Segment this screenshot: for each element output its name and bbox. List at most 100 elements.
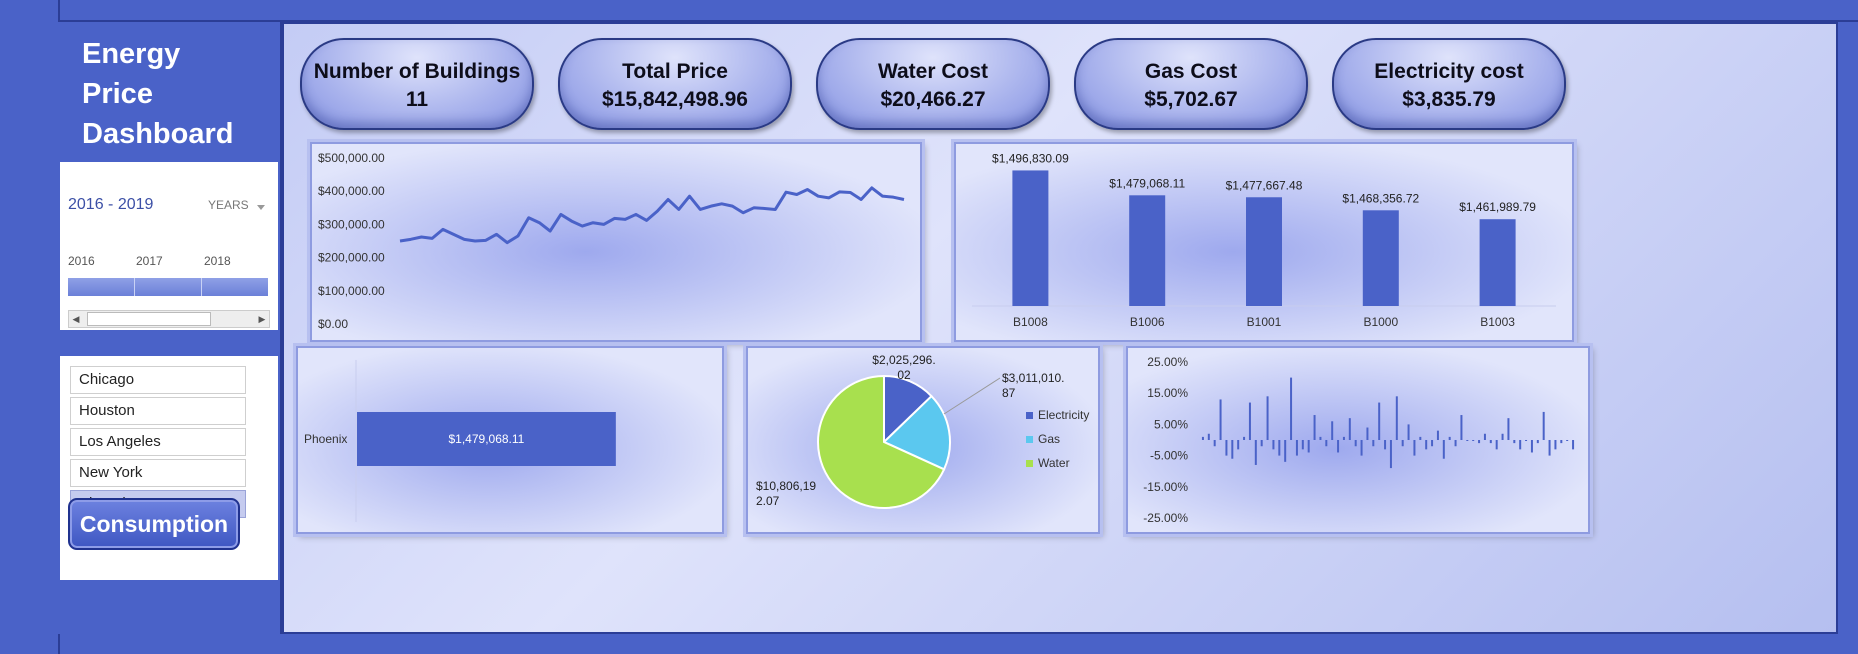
scroll-right-icon[interactable]: ▶ <box>258 314 266 324</box>
kpi-gas-cost: Gas Cost $5,702.67 <box>1074 38 1308 130</box>
price-trend-line-chart: $500,000.00 $400,000.00 $300,000.00 $200,00… <box>318 151 905 331</box>
price-trend-panel: $500,000.00 $400,000.00 $300,000.00 $200,00… <box>310 142 922 342</box>
pct-bar <box>1525 440 1528 441</box>
kpi-label: Water Cost <box>877 60 989 83</box>
bar-data-label: $1,496,830.09 <box>992 151 1069 165</box>
pie-slice-water <box>817 374 946 509</box>
x-tick-label: B1006 <box>1130 315 1165 329</box>
pct-bar <box>1483 433 1486 440</box>
y-tick-label: 15.00% <box>1147 386 1188 400</box>
pct-bar <box>1337 440 1340 453</box>
x-tick-label: B1000 <box>1363 315 1398 329</box>
pct-bar <box>1389 440 1392 469</box>
pct-bar <box>1419 436 1422 440</box>
cost-breakdown-pie-chart: $2,025,296.02 $3,011,010.87 $10,806,192.07… <box>756 353 1089 509</box>
pct-bar <box>1401 440 1404 447</box>
pct-bar <box>1342 436 1345 440</box>
timeline-slicer[interactable]: 2016 - 2019 YEARS 2016 2017 2018 ◀ ▶ <box>60 162 278 330</box>
pct-bar <box>1237 440 1240 450</box>
legend-swatch <box>1026 460 1033 467</box>
bar-b1001 <box>1246 197 1282 306</box>
pct-bar <box>1384 440 1387 450</box>
pct-bar <box>1301 440 1304 450</box>
pct-bar <box>1260 440 1263 447</box>
pct-bar <box>1243 436 1246 440</box>
pct-bar <box>1554 440 1557 450</box>
y-tick-label: $400,000.00 <box>318 184 385 198</box>
x-tick-label: B1008 <box>1013 315 1048 329</box>
timeline-period-dropdown[interactable]: YEARS <box>208 198 249 212</box>
legend-label: Water <box>1038 456 1070 470</box>
pct-bar <box>1272 440 1275 450</box>
pct-bar <box>1436 430 1439 440</box>
title-line-1: Energy <box>82 38 181 70</box>
chevron-down-icon[interactable] <box>257 205 265 210</box>
pct-bar <box>1266 396 1269 440</box>
bar-data-label: $1,477,667.48 <box>1226 178 1303 192</box>
y-tick-label: 5.00% <box>1154 417 1188 431</box>
y-tick-label: 25.00% <box>1147 355 1188 369</box>
pct-bar <box>1495 440 1498 450</box>
pct-bar <box>1454 440 1457 447</box>
pct-bar <box>1478 440 1481 444</box>
pct-bar <box>1231 440 1234 459</box>
pct-bar <box>1413 440 1416 456</box>
pct-bar <box>1372 440 1375 447</box>
bar-data-label: $1,461,989.79 <box>1459 200 1536 214</box>
city-item-houston[interactable]: Houston <box>70 397 246 425</box>
timeline-tick: 2018 <box>204 254 231 268</box>
timeline-scrollbar[interactable]: ◀ ▶ <box>68 310 270 328</box>
title-line-2: Price <box>82 78 153 110</box>
city-cost-panel: $1,479,068.11 Phoenix <box>296 346 724 534</box>
pct-bar <box>1325 440 1328 447</box>
pct-bar <box>1284 440 1287 462</box>
city-item-los-angeles[interactable]: Los Angeles <box>70 428 246 456</box>
pct-bar <box>1530 440 1533 453</box>
kpi-total-price: Total Price $15,842,498.96 <box>558 38 792 130</box>
bar-b1003 <box>1479 219 1516 306</box>
timeline-selection-bar[interactable] <box>68 278 268 296</box>
city-item-new-york[interactable]: New York <box>70 459 246 487</box>
timeline-tick: 2016 <box>68 254 95 268</box>
pct-bar <box>1278 440 1281 456</box>
kpi-electricity-cost: Electricity cost $3,835.79 <box>1332 38 1566 130</box>
kpi-value: $3,835.79 <box>1402 88 1496 111</box>
pct-bar <box>1360 440 1363 456</box>
pie-leader-line <box>943 377 1001 415</box>
legend-swatch <box>1026 436 1033 443</box>
scroll-left-icon[interactable]: ◀ <box>72 314 80 324</box>
timeline-range: 2016 - 2019 <box>68 196 154 213</box>
bar-phoenix <box>357 412 616 466</box>
pct-bar <box>1313 415 1316 440</box>
pct-bar <box>1460 415 1463 440</box>
y-tick-label: -25.00% <box>1143 511 1188 525</box>
change-rate-panel: 25.00% 15.00% 5.00% -5.00% -15.00% -25.00% <box>1126 346 1590 534</box>
pct-bar <box>1395 396 1398 440</box>
kpi-value: $20,466.27 <box>880 88 986 111</box>
legend-label: Gas <box>1038 432 1060 446</box>
pct-bar <box>1248 402 1251 440</box>
pct-bar <box>1448 436 1451 440</box>
top-buildings-panel: $1,496,830.09 B1008 $1,479,068.11 B1006 $1,4… <box>954 142 1574 342</box>
pct-bar <box>1472 440 1475 441</box>
pct-bar <box>1513 440 1516 444</box>
scrollbar-thumb[interactable] <box>87 312 211 326</box>
timeline-tick: 2017 <box>136 254 163 268</box>
pct-bar <box>1366 427 1369 440</box>
change-rate-bar-chart: 25.00% 15.00% 5.00% -5.00% -15.00% -25.00% <box>1143 355 1575 525</box>
pct-bar <box>1501 433 1504 440</box>
y-tick-label: $500,000.00 <box>318 151 385 165</box>
consumption-button[interactable]: Consumption <box>68 498 240 550</box>
pct-bar <box>1442 440 1445 459</box>
title-box: Energy Price Dashboard <box>60 26 278 167</box>
pct-bar <box>1519 440 1522 450</box>
top-banner <box>0 0 1858 22</box>
pct-bar <box>1431 440 1434 447</box>
pct-bar <box>1425 440 1428 450</box>
city-cost-bar-chart: $1,479,068.11 Phoenix <box>304 360 616 522</box>
pie-data-label: 87 <box>1002 386 1016 400</box>
city-item-chicago[interactable]: Chicago <box>70 366 246 394</box>
x-tick-label: B1001 <box>1247 315 1282 329</box>
pie-data-label: $3,011,010. <box>1002 371 1065 385</box>
pct-bar <box>1572 440 1575 450</box>
